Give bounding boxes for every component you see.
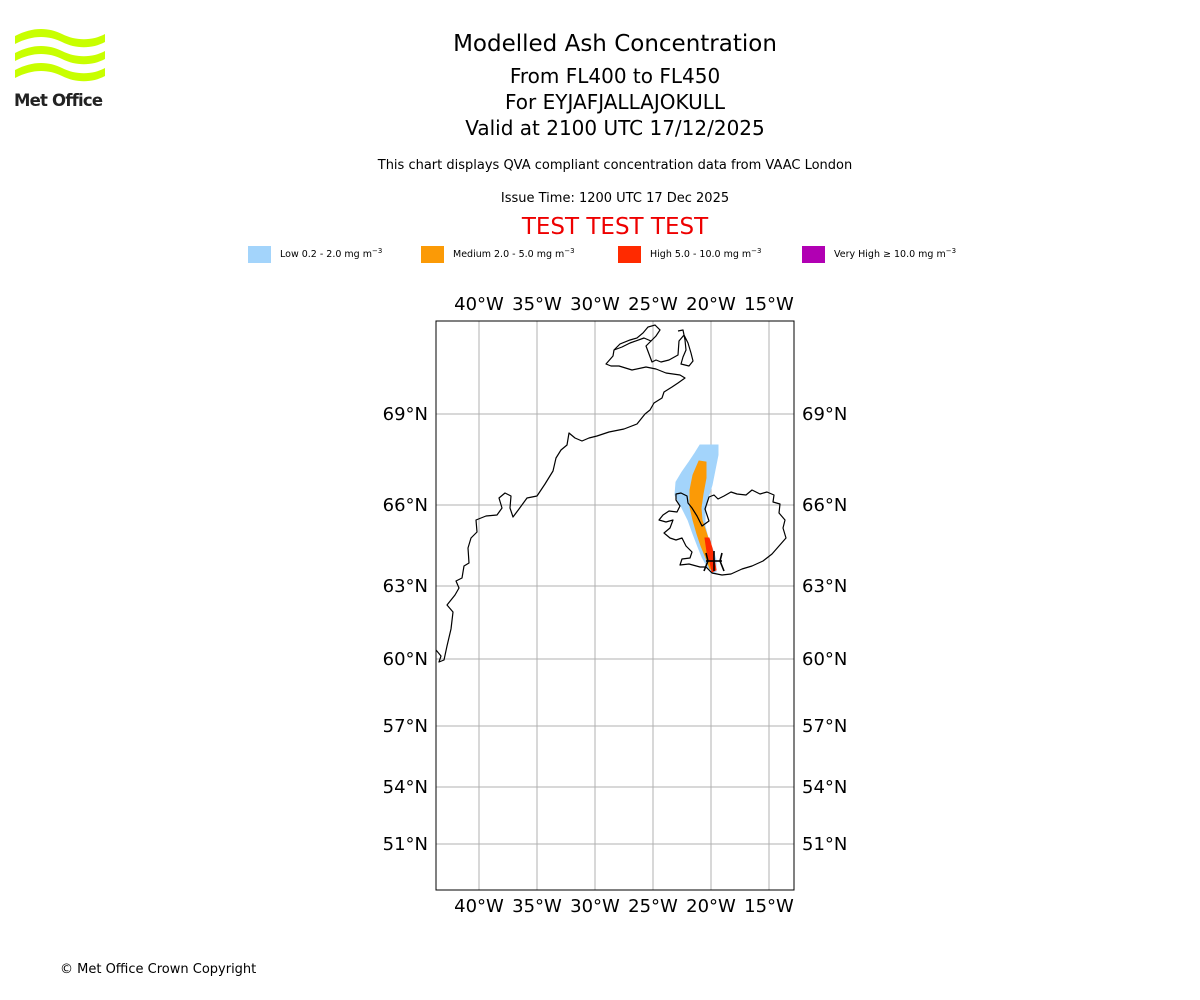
legend-item-medium: Medium 2.0 - 5.0 mg m−3 bbox=[421, 244, 575, 264]
map-content bbox=[436, 321, 794, 890]
lat-ticks-right: 69°N 66°N 63°N 60°N 57°N 54°N 51°N bbox=[802, 404, 847, 855]
met-office-waves-icon bbox=[15, 28, 105, 82]
lon-tick-top: 30°W bbox=[570, 294, 620, 315]
lat-tick-left: 66°N bbox=[383, 495, 428, 516]
legend-item-very-high: Very High ≥ 10.0 mg m−3 bbox=[802, 244, 956, 264]
legend-label-very-high: Very High ≥ 10.0 mg m−3 bbox=[834, 247, 957, 261]
black-cross-icon bbox=[703, 551, 725, 572]
met-office-logo: Met Office bbox=[14, 28, 110, 114]
lon-tick-top: 25°W bbox=[628, 294, 678, 315]
legend-swatch-very-high bbox=[802, 245, 825, 263]
legend-swatch-high bbox=[618, 245, 641, 263]
legend-item-high: High 5.0 - 10.0 mg m−3 bbox=[618, 244, 762, 264]
legend-label-medium: Medium 2.0 - 5.0 mg m−3 bbox=[453, 247, 575, 261]
lat-tick-left: 69°N bbox=[383, 404, 428, 425]
lon-tick-bottom: 15°W bbox=[744, 896, 794, 917]
lat-tick-left: 57°N bbox=[383, 716, 428, 737]
lon-tick-bottom: 20°W bbox=[686, 896, 736, 917]
description: This chart displays QVA compliant concen… bbox=[377, 158, 853, 173]
lon-tick-top: 40°W bbox=[454, 294, 504, 315]
lon-tick-top: 35°W bbox=[512, 294, 562, 315]
lat-tick-left: 63°N bbox=[383, 576, 428, 597]
lon-tick-bottom: 40°W bbox=[454, 896, 504, 917]
lat-tick-right: 63°N bbox=[802, 576, 847, 597]
legend-label-low: Low 0.2 - 2.0 mg m−3 bbox=[280, 247, 383, 261]
greenland-coastline bbox=[436, 329, 694, 663]
legend-label-high: High 5.0 - 10.0 mg m−3 bbox=[650, 247, 762, 261]
legend-item-low: Low 0.2 - 2.0 mg m−3 bbox=[248, 244, 382, 264]
lon-tick-top: 15°W bbox=[744, 294, 794, 315]
lat-tick-left: 54°N bbox=[383, 777, 428, 798]
lat-tick-right: 66°N bbox=[802, 495, 847, 516]
lat-tick-left: 51°N bbox=[383, 834, 428, 855]
lat-tick-right: 54°N bbox=[802, 777, 847, 798]
iceland-coastline bbox=[658, 489, 787, 576]
legend-swatch-low bbox=[248, 245, 271, 263]
logo-text: Met Office bbox=[14, 91, 103, 110]
lat-tick-right: 57°N bbox=[802, 716, 847, 737]
lon-ticks-top: 40°W 35°W 30°W 25°W 20°W 15°W bbox=[454, 294, 794, 315]
gridlines bbox=[436, 321, 794, 890]
lon-tick-top: 20°W bbox=[686, 294, 736, 315]
lat-tick-left: 60°N bbox=[383, 649, 428, 670]
flight-levels: From FL400 to FL450 bbox=[509, 64, 721, 88]
copyright: © Met Office Crown Copyright bbox=[60, 962, 257, 977]
volcano-name: For EYJAFJALLAJOKULL bbox=[505, 90, 725, 114]
greenland-coastline-north bbox=[613, 324, 661, 351]
lat-tick-right: 51°N bbox=[802, 834, 847, 855]
lon-tick-bottom: 25°W bbox=[628, 896, 678, 917]
lon-tick-bottom: 35°W bbox=[512, 896, 562, 917]
lon-ticks-bottom: 40°W 35°W 30°W 25°W 20°W 15°W bbox=[454, 896, 794, 917]
test-banner: TEST TEST TEST bbox=[521, 214, 709, 240]
legend-swatch-medium bbox=[421, 245, 444, 263]
lat-ticks-left: 69°N 66°N 63°N 60°N 57°N 54°N 51°N bbox=[383, 404, 428, 855]
valid-time: Valid at 2100 UTC 17/12/2025 bbox=[465, 116, 765, 140]
lat-tick-right: 60°N bbox=[802, 649, 847, 670]
issue-time: Issue Time: 1200 UTC 17 Dec 2025 bbox=[500, 191, 730, 206]
map-frame bbox=[435, 320, 795, 891]
lon-tick-bottom: 30°W bbox=[570, 896, 620, 917]
chart-title: Modelled Ash Concentration bbox=[453, 31, 777, 57]
lat-tick-right: 69°N bbox=[802, 404, 847, 425]
